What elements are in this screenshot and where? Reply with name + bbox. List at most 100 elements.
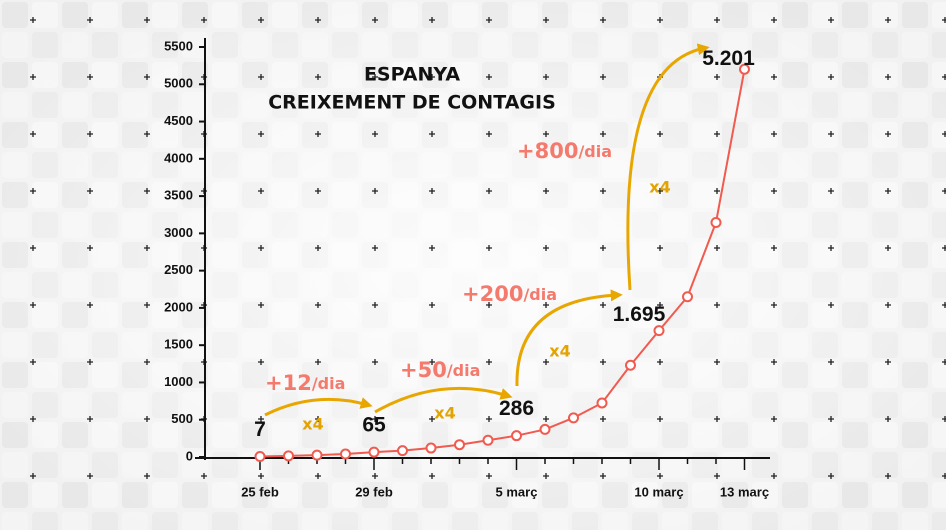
x-tick-label: 10 març (634, 484, 683, 499)
grid-cross (657, 131, 663, 137)
grid-cross (87, 359, 93, 365)
grid-cross (828, 17, 834, 23)
data-label: 1.695 (613, 303, 666, 326)
grid-cross (258, 245, 264, 251)
rate-unit: /dia (312, 374, 346, 393)
grid-cross (372, 359, 378, 365)
y-tick-label: 5000 (164, 76, 193, 91)
grid-cross (30, 302, 36, 308)
grid-cross (372, 74, 378, 80)
grid-cross (543, 131, 549, 137)
grid-cross (486, 302, 492, 308)
grid-cross (885, 188, 891, 194)
grid-cross (600, 131, 606, 137)
y-tick-label: 2500 (164, 262, 193, 277)
grid-cross (657, 473, 663, 479)
grid-cross (87, 74, 93, 80)
data-label: 286 (499, 397, 534, 420)
grid-cross (144, 131, 150, 137)
grid-cross (885, 416, 891, 422)
grid-cross (714, 473, 720, 479)
grid-cross (885, 359, 891, 365)
grid-cross (144, 245, 150, 251)
grid-cross (30, 473, 36, 479)
grid-cross (885, 302, 891, 308)
grid-cross (372, 188, 378, 194)
data-point (682, 291, 693, 303)
grid-cross (258, 302, 264, 308)
rate: +200 (462, 282, 523, 306)
y-tick-label: 4500 (164, 113, 193, 128)
y-tick-label: 1500 (164, 337, 193, 352)
grid-cross (657, 17, 663, 23)
grid-cross (543, 17, 549, 23)
grid-cross (828, 74, 834, 80)
factor-annotation: x4 (434, 404, 455, 423)
grid-cross (600, 359, 606, 365)
grid-cross (657, 302, 663, 308)
grid-cross (87, 245, 93, 251)
grid-cross (543, 359, 549, 365)
grid-cross (600, 473, 606, 479)
y-tick-label: 0 (186, 448, 193, 463)
data-point (596, 397, 608, 409)
grid-cross (600, 17, 606, 23)
grid-cross (372, 473, 378, 479)
grid-cross (486, 188, 492, 194)
grid-cross (144, 302, 150, 308)
grid-cross (714, 131, 720, 137)
grid-cross (144, 359, 150, 365)
rate-unit: /dia (578, 142, 612, 161)
background-grid (30, 17, 946, 479)
grid-cross (942, 359, 946, 365)
grid-cross (714, 416, 720, 422)
grid-cross (258, 17, 264, 23)
y-tick-label: 1000 (164, 374, 193, 389)
grid-cross (771, 245, 777, 251)
grid-cross (486, 359, 492, 365)
x-tick-label: 29 feb (355, 484, 393, 499)
growth-arrow (626, 43, 710, 291)
grid-cross (714, 17, 720, 23)
y-tick-label: 3000 (164, 225, 193, 240)
grid-cross (372, 245, 378, 251)
rate: +50 (400, 358, 447, 382)
grid-cross (771, 359, 777, 365)
grid-cross (600, 416, 606, 422)
grid-cross (543, 416, 549, 422)
rate-annotation: +200/dia (462, 282, 557, 306)
grid-cross (201, 17, 207, 23)
grid-cross (600, 302, 606, 308)
grid-cross (828, 188, 834, 194)
grid-cross (201, 473, 207, 479)
x-tick-label: 5 març (496, 484, 538, 499)
chart-title: ESPANYA (364, 64, 460, 86)
grid-cross (657, 359, 663, 365)
grid-cross (315, 245, 321, 251)
grid-cross (144, 17, 150, 23)
y-tick-label: 4000 (164, 150, 193, 165)
grid-cross (771, 17, 777, 23)
grid-cross (828, 131, 834, 137)
rate: +12 (265, 371, 312, 395)
grid-cross (714, 188, 720, 194)
grid-cross (714, 359, 720, 365)
grid-cross (486, 17, 492, 23)
x-tick-label: 25 feb (241, 484, 279, 499)
growth-arrow (374, 386, 513, 414)
data-point (340, 448, 351, 460)
grid-cross (315, 188, 321, 194)
data-point (710, 216, 722, 228)
grid-cross (714, 245, 720, 251)
grid-cross (258, 74, 264, 80)
grid-cross (315, 17, 321, 23)
data-label: 65 (362, 414, 386, 437)
grid-cross (30, 245, 36, 251)
grid-cross (144, 473, 150, 479)
data-label: 5.201 (702, 47, 755, 70)
grid-cross (87, 188, 93, 194)
grid-cross (258, 188, 264, 194)
grid-cross (771, 74, 777, 80)
